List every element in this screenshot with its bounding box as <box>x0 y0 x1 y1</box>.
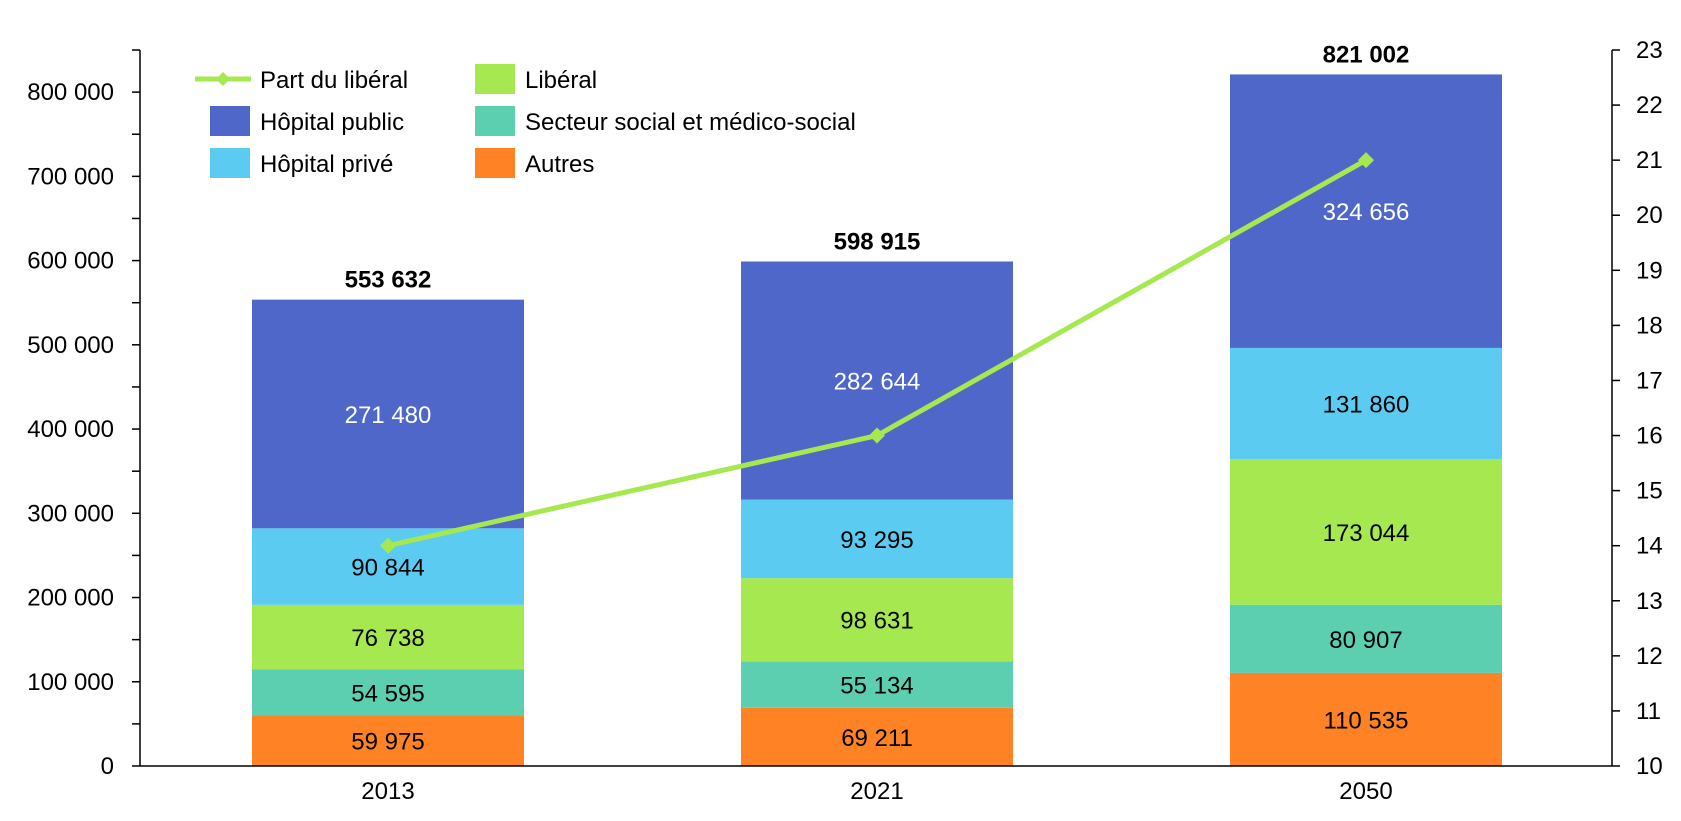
legend-swatch <box>475 106 515 136</box>
legend-swatch <box>210 106 250 136</box>
left-tick-label: 800 000 <box>27 79 114 106</box>
left-tick-label: 300 000 <box>27 500 114 527</box>
left-tick-label: 700 000 <box>27 163 114 190</box>
right-tick-label: 15 <box>1636 478 1663 505</box>
bar-segment-secteur-social-et-m-dico-social-2021 <box>741 661 1013 708</box>
right-tick-label: 16 <box>1636 423 1663 450</box>
right-tick-label: 22 <box>1636 92 1663 119</box>
line-point <box>869 427 885 444</box>
x-category-label: 2050 <box>1339 778 1392 805</box>
data-label: 271 480 <box>345 402 432 429</box>
data-label: 324 656 <box>1323 199 1410 226</box>
right-tick-label: 23 <box>1636 37 1663 64</box>
bar-segment-lib-ral-2021 <box>741 578 1013 662</box>
right-tick-label: 17 <box>1636 367 1663 394</box>
right-tick-label: 19 <box>1636 257 1663 284</box>
line-point <box>1358 152 1374 169</box>
bar-segment-h-pital-priv--2021 <box>741 499 1013 579</box>
left-tick-label: 100 000 <box>27 669 114 696</box>
line-series <box>380 152 1374 554</box>
total-label: 821 002 <box>1323 41 1410 68</box>
legend-label: Part du libéral <box>260 67 408 94</box>
legend-label: Secteur social et médico-social <box>525 109 856 136</box>
data-label: 98 631 <box>840 608 913 635</box>
right-tick-label: 10 <box>1636 753 1663 780</box>
bar-segment-autres-2013 <box>252 715 524 766</box>
left-tick-label: 0 <box>101 753 114 780</box>
data-label: 90 844 <box>351 555 424 582</box>
bar-segment-autres-2050 <box>1230 672 1502 766</box>
legend-swatch <box>475 64 515 94</box>
data-label: 80 907 <box>1329 627 1402 654</box>
legend-label: Hôpital public <box>260 109 404 136</box>
data-label: 76 738 <box>351 625 424 652</box>
total-label: 553 632 <box>345 267 432 294</box>
left-tick-label: 200 000 <box>27 585 114 612</box>
data-label: 69 211 <box>841 725 913 752</box>
bar-segment-lib-ral-2013 <box>252 604 524 670</box>
total-label: 598 915 <box>834 229 921 256</box>
x-category-label: 2021 <box>850 778 903 805</box>
legend-label: Libéral <box>525 67 597 94</box>
right-tick-label: 18 <box>1636 312 1663 339</box>
bar-segment-autres-2021 <box>741 707 1013 766</box>
right-y-axis: 10 11 12 13 14 15 16 17 18 19 20 21 22 23 <box>1611 37 1663 780</box>
right-tick-label: 14 <box>1636 533 1663 560</box>
data-label: 131 860 <box>1323 391 1410 418</box>
data-label: 173 044 <box>1323 520 1410 547</box>
bar-segment-secteur-social-et-m-dico-social-2013 <box>252 669 524 716</box>
bar-segment-secteur-social-et-m-dico-social-2050 <box>1230 604 1502 673</box>
data-label: 110 535 <box>1324 707 1409 734</box>
legend-swatch <box>475 148 515 178</box>
bar-segment-h-pital-public-2013 <box>252 299 524 529</box>
data-label: 282 644 <box>834 369 921 396</box>
line-point <box>380 537 396 554</box>
legend-label: Autres <box>525 151 594 178</box>
data-label: 55 134 <box>840 672 913 699</box>
legend-swatch <box>210 148 250 178</box>
legend: Part du libéral Libéral Hôpital public Sect… <box>195 64 856 178</box>
right-tick-label: 21 <box>1636 147 1663 174</box>
right-tick-label: 11 <box>1636 698 1661 725</box>
right-tick-label: 20 <box>1636 202 1663 229</box>
right-tick-label: 12 <box>1636 643 1663 670</box>
x-category-label: 2013 <box>361 778 414 805</box>
right-tick-label: 13 <box>1636 588 1663 615</box>
bar-segment-h-pital-public-2021 <box>741 261 1013 500</box>
left-tick-label: 400 000 <box>27 416 114 443</box>
left-tick-label: 600 000 <box>27 248 114 275</box>
bar-segment-h-pital-priv--2050 <box>1230 347 1502 459</box>
legend-label: Hôpital privé <box>260 151 393 178</box>
bar-stacks: 59 975 54 595 76 738 90 844 271 480 553 632 69… <box>252 41 1502 766</box>
legend-marker <box>216 72 230 86</box>
data-label: 59 975 <box>351 729 424 756</box>
left-tick-label: 500 000 <box>27 332 114 359</box>
x-axis: 2013 2021 2050 <box>140 765 1612 805</box>
bar-segment-lib-ral-2050 <box>1230 458 1502 605</box>
data-label: 93 295 <box>840 527 913 554</box>
left-y-axis: 0 100 000 200 000 300 000 400 000 500 000 600 … <box>27 49 141 780</box>
data-label: 54 595 <box>351 680 424 707</box>
